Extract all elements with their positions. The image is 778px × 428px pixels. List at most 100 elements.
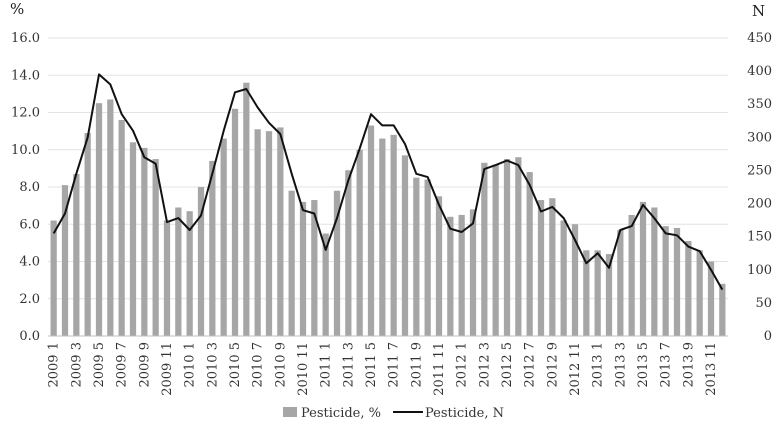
right-tick-label: 50 <box>755 296 772 311</box>
x-tick-label: 2012 5 <box>500 342 515 388</box>
right-tick-label: 250 <box>747 163 772 178</box>
left-tick-label: 6.0 <box>19 217 40 232</box>
bar <box>458 214 465 336</box>
x-tick-label: 2010 1 <box>183 342 198 388</box>
bar <box>560 220 567 336</box>
bar <box>186 211 193 336</box>
bar <box>492 164 499 336</box>
bar <box>288 190 295 336</box>
bar <box>379 138 386 336</box>
x-tick-label: 2013 3 <box>613 342 628 388</box>
bar <box>628 214 635 336</box>
bar <box>617 229 624 336</box>
bar <box>197 187 205 336</box>
bar <box>435 196 443 336</box>
bar <box>503 159 511 336</box>
right-axis-unit: N <box>752 2 765 20</box>
left-tick-label: 2.0 <box>19 292 40 307</box>
x-tick-label: 2013 1 <box>591 342 606 388</box>
x-tick-label: 2009 5 <box>92 342 107 388</box>
bar <box>265 131 273 336</box>
bar <box>401 155 409 336</box>
bar <box>651 207 658 336</box>
left-tick-label: 14.0 <box>11 68 40 83</box>
left-axis-ticks: 0.0 2.0 4.0 6.0 8.0 10.0 12.0 14.0 16.0 <box>11 31 40 344</box>
bar <box>231 108 239 337</box>
bar <box>50 220 57 336</box>
x-tick-label: 2012 11 <box>568 342 583 396</box>
bar <box>447 216 454 336</box>
x-tick-label: 2011 11 <box>432 342 447 396</box>
legend-label-line: Pesticide, N <box>425 406 504 421</box>
x-tick-label: 2010 3 <box>205 342 220 388</box>
x-tick-label: 2011 3 <box>341 342 356 388</box>
right-tick-label: 300 <box>747 130 772 145</box>
right-axis-ticks: 0 50 100 150 200 250 300 350 400 450 <box>747 31 772 344</box>
bar <box>367 125 375 336</box>
x-tick-label: 2009 3 <box>69 342 84 388</box>
bar <box>696 250 703 336</box>
x-tick-label: 2010 9 <box>273 342 288 388</box>
bar <box>583 250 590 336</box>
legend: Pesticide, % Pesticide, N <box>283 406 504 421</box>
x-tick-label: 2010 11 <box>296 342 311 396</box>
bar <box>220 138 227 336</box>
legend-label-bar: Pesticide, % <box>301 406 381 421</box>
bar <box>243 82 250 336</box>
bar <box>662 226 669 336</box>
legend-swatch-bar <box>283 407 297 417</box>
bar <box>61 185 69 336</box>
right-tick-label: 400 <box>747 64 772 79</box>
line-series <box>52 73 724 291</box>
bar <box>163 220 171 336</box>
left-tick-label: 0.0 <box>19 329 40 344</box>
bar <box>95 103 103 336</box>
x-tick-label: 2009 9 <box>137 342 152 388</box>
x-tick-label: 2009 7 <box>115 342 130 388</box>
bar <box>526 172 533 336</box>
bar <box>299 201 307 336</box>
bar <box>424 179 431 336</box>
x-tick-label: 2011 7 <box>387 342 402 388</box>
bar <box>333 190 341 336</box>
bar <box>707 261 715 336</box>
bar <box>73 173 80 336</box>
x-tick-label: 2009 1 <box>47 342 62 388</box>
right-tick-label: 0 <box>764 329 772 344</box>
bar <box>141 147 148 336</box>
bar <box>594 250 601 336</box>
bar <box>356 149 363 336</box>
bar <box>107 99 114 337</box>
bar <box>84 132 91 336</box>
bar <box>673 227 681 336</box>
bar <box>322 233 329 336</box>
bar <box>175 207 182 336</box>
bar <box>311 200 318 336</box>
x-tick-label: 2013 7 <box>659 342 674 388</box>
x-tick-label: 2011 9 <box>409 342 424 388</box>
bar <box>345 170 352 336</box>
left-tick-label: 16.0 <box>11 31 40 46</box>
bar-series <box>50 82 726 337</box>
x-axis-ticks: 2009 1 2009 3 2009 5 2009 7 2009 9 2009 11 201… <box>47 342 719 396</box>
bar <box>152 159 159 336</box>
bar <box>469 209 477 336</box>
left-tick-label: 12.0 <box>11 106 40 121</box>
left-tick-label: 10.0 <box>11 143 40 158</box>
x-tick-label: 2012 7 <box>523 342 538 388</box>
bar <box>390 134 397 336</box>
bar <box>571 224 579 336</box>
x-tick-label: 2011 1 <box>319 342 334 388</box>
right-tick-label: 150 <box>747 230 772 245</box>
bar <box>639 201 647 336</box>
bar <box>549 198 556 336</box>
right-tick-label: 100 <box>747 263 772 278</box>
bar <box>254 129 261 336</box>
bar <box>413 177 420 336</box>
x-tick-label: 2012 9 <box>545 342 560 388</box>
bar <box>129 142 137 336</box>
right-tick-label: 200 <box>747 197 772 212</box>
x-tick-label: 2012 3 <box>477 342 492 388</box>
bar <box>685 241 692 336</box>
x-tick-label: 2013 11 <box>704 342 719 396</box>
